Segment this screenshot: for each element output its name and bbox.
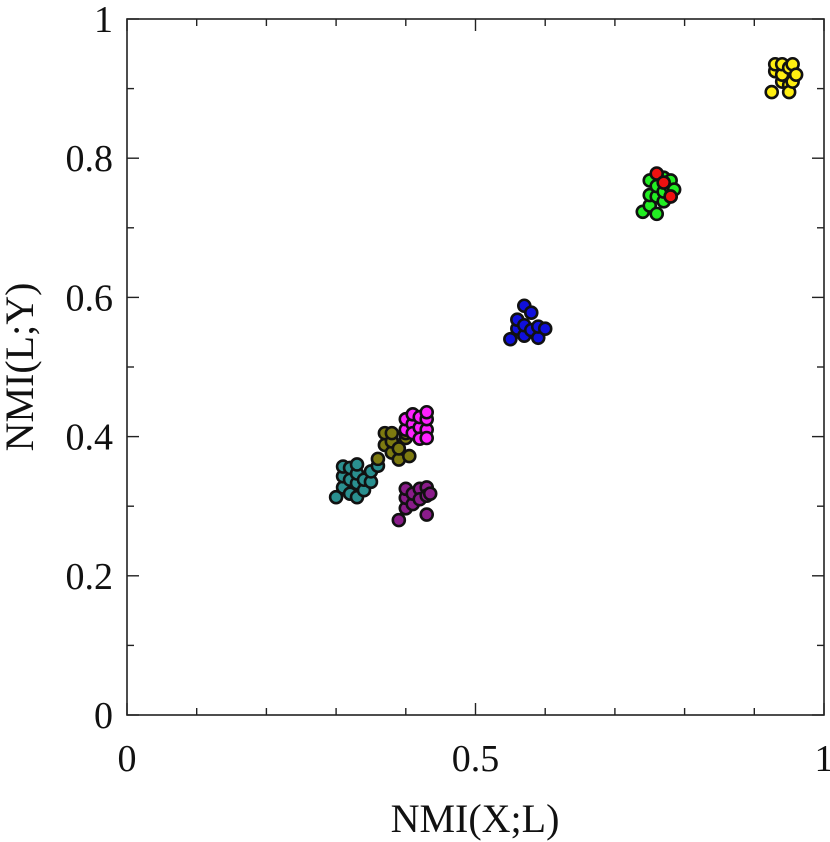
y-tick-label: 0 <box>94 695 113 737</box>
y-tick-label: 0.8 <box>66 138 114 180</box>
axis-ticks <box>126 18 825 716</box>
data-point <box>349 457 365 472</box>
data-point <box>523 305 539 321</box>
data-point <box>649 206 665 222</box>
y-tick-label: 1 <box>94 0 113 41</box>
data-point <box>401 448 417 464</box>
data-point <box>391 512 407 528</box>
plot-frame <box>126 18 825 716</box>
series-0 <box>328 457 386 505</box>
y-tick-label: 0.4 <box>66 417 114 459</box>
series-5 <box>635 170 682 222</box>
y-axis-title: NMI(L;Y) <box>0 283 42 452</box>
data-point <box>537 321 553 337</box>
data-point <box>391 441 407 456</box>
x-tick-label: 1 <box>815 738 830 780</box>
axis-tick-labels: 0 0.5 1 0 0.2 0.4 0.6 0.8 1 <box>66 0 830 780</box>
x-tick-label: 0.5 <box>452 738 500 780</box>
data-point <box>419 507 435 522</box>
series-6 <box>649 166 678 204</box>
x-axis-title: NMI(X;L) <box>391 796 560 841</box>
data-point <box>788 67 804 82</box>
data-point <box>328 489 344 505</box>
data-point <box>370 451 386 467</box>
data-point <box>663 189 678 204</box>
y-tick-label: 0.2 <box>66 556 114 598</box>
series-3 <box>391 480 438 528</box>
data-point <box>419 430 435 446</box>
data-point <box>656 175 671 190</box>
data-points <box>328 56 804 528</box>
series-2 <box>398 404 435 446</box>
data-point <box>384 425 400 441</box>
data-point <box>503 331 518 347</box>
series-4 <box>503 298 553 347</box>
x-tick-label: 0 <box>118 738 137 780</box>
y-tick-label: 0.6 <box>66 277 114 319</box>
series-7 <box>764 56 804 100</box>
data-point <box>764 84 780 100</box>
data-point <box>422 486 438 501</box>
data-point <box>419 404 435 420</box>
